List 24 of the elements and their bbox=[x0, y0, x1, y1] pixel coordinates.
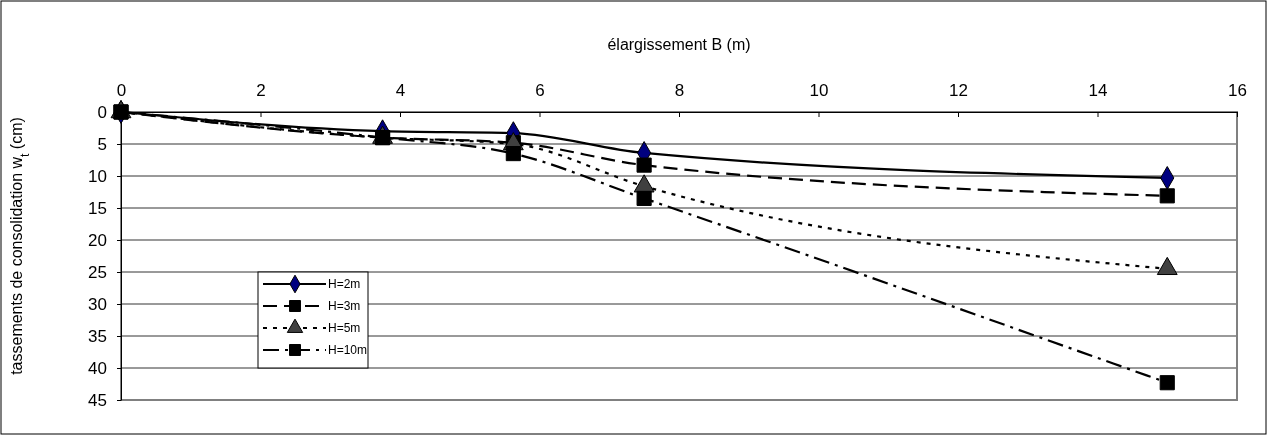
y-tick-label: 45 bbox=[88, 390, 107, 410]
legend-label: H=10m bbox=[328, 343, 368, 357]
x-tick-label: 10 bbox=[809, 81, 829, 100]
y-tick-label: 15 bbox=[88, 198, 107, 218]
legend-label: H=5m bbox=[328, 321, 361, 335]
y-tick-label: 0 bbox=[97, 102, 107, 122]
legend-label: H=2m bbox=[328, 277, 361, 291]
x-tick-label: 2 bbox=[256, 81, 266, 100]
y-tick-label: 20 bbox=[88, 230, 107, 250]
x-tick-label: 0 bbox=[116, 81, 127, 100]
x-axis-title: élargissement B (m) bbox=[607, 36, 751, 53]
y-tick-label: 35 bbox=[88, 326, 107, 346]
y-tick-label: 5 bbox=[97, 134, 107, 154]
legend-label: H=3m bbox=[328, 299, 361, 313]
x-tick-label: 14 bbox=[1088, 81, 1108, 100]
y-tick-label: 30 bbox=[88, 294, 107, 314]
y-tick-label: 10 bbox=[88, 166, 107, 186]
x-tick-label: 4 bbox=[395, 81, 406, 100]
y-tick-label: 40 bbox=[88, 358, 107, 378]
x-tick-label: 6 bbox=[535, 81, 545, 100]
y-tick-label: 25 bbox=[88, 262, 107, 282]
x-tick-label: 16 bbox=[1228, 81, 1247, 100]
x-tick-label: 12 bbox=[949, 81, 968, 100]
x-tick-label: 8 bbox=[674, 81, 685, 100]
